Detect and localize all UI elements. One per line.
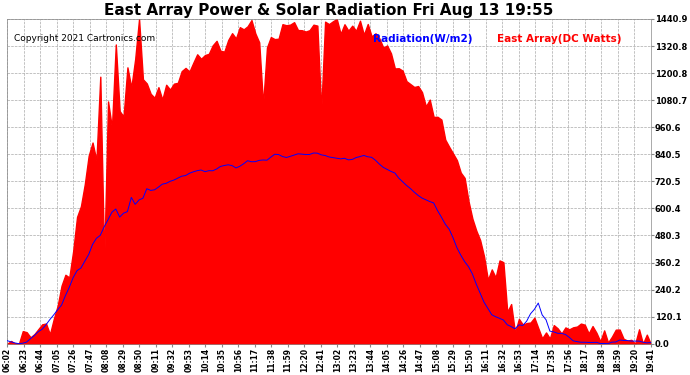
Title: East Array Power & Solar Radiation Fri Aug 13 19:55: East Array Power & Solar Radiation Fri A… [104, 3, 553, 18]
Text: Radiation(W/m2): Radiation(W/m2) [373, 34, 472, 44]
Text: Copyright 2021 Cartronics.com: Copyright 2021 Cartronics.com [14, 34, 155, 43]
Text: East Array(DC Watts): East Array(DC Watts) [497, 34, 621, 44]
